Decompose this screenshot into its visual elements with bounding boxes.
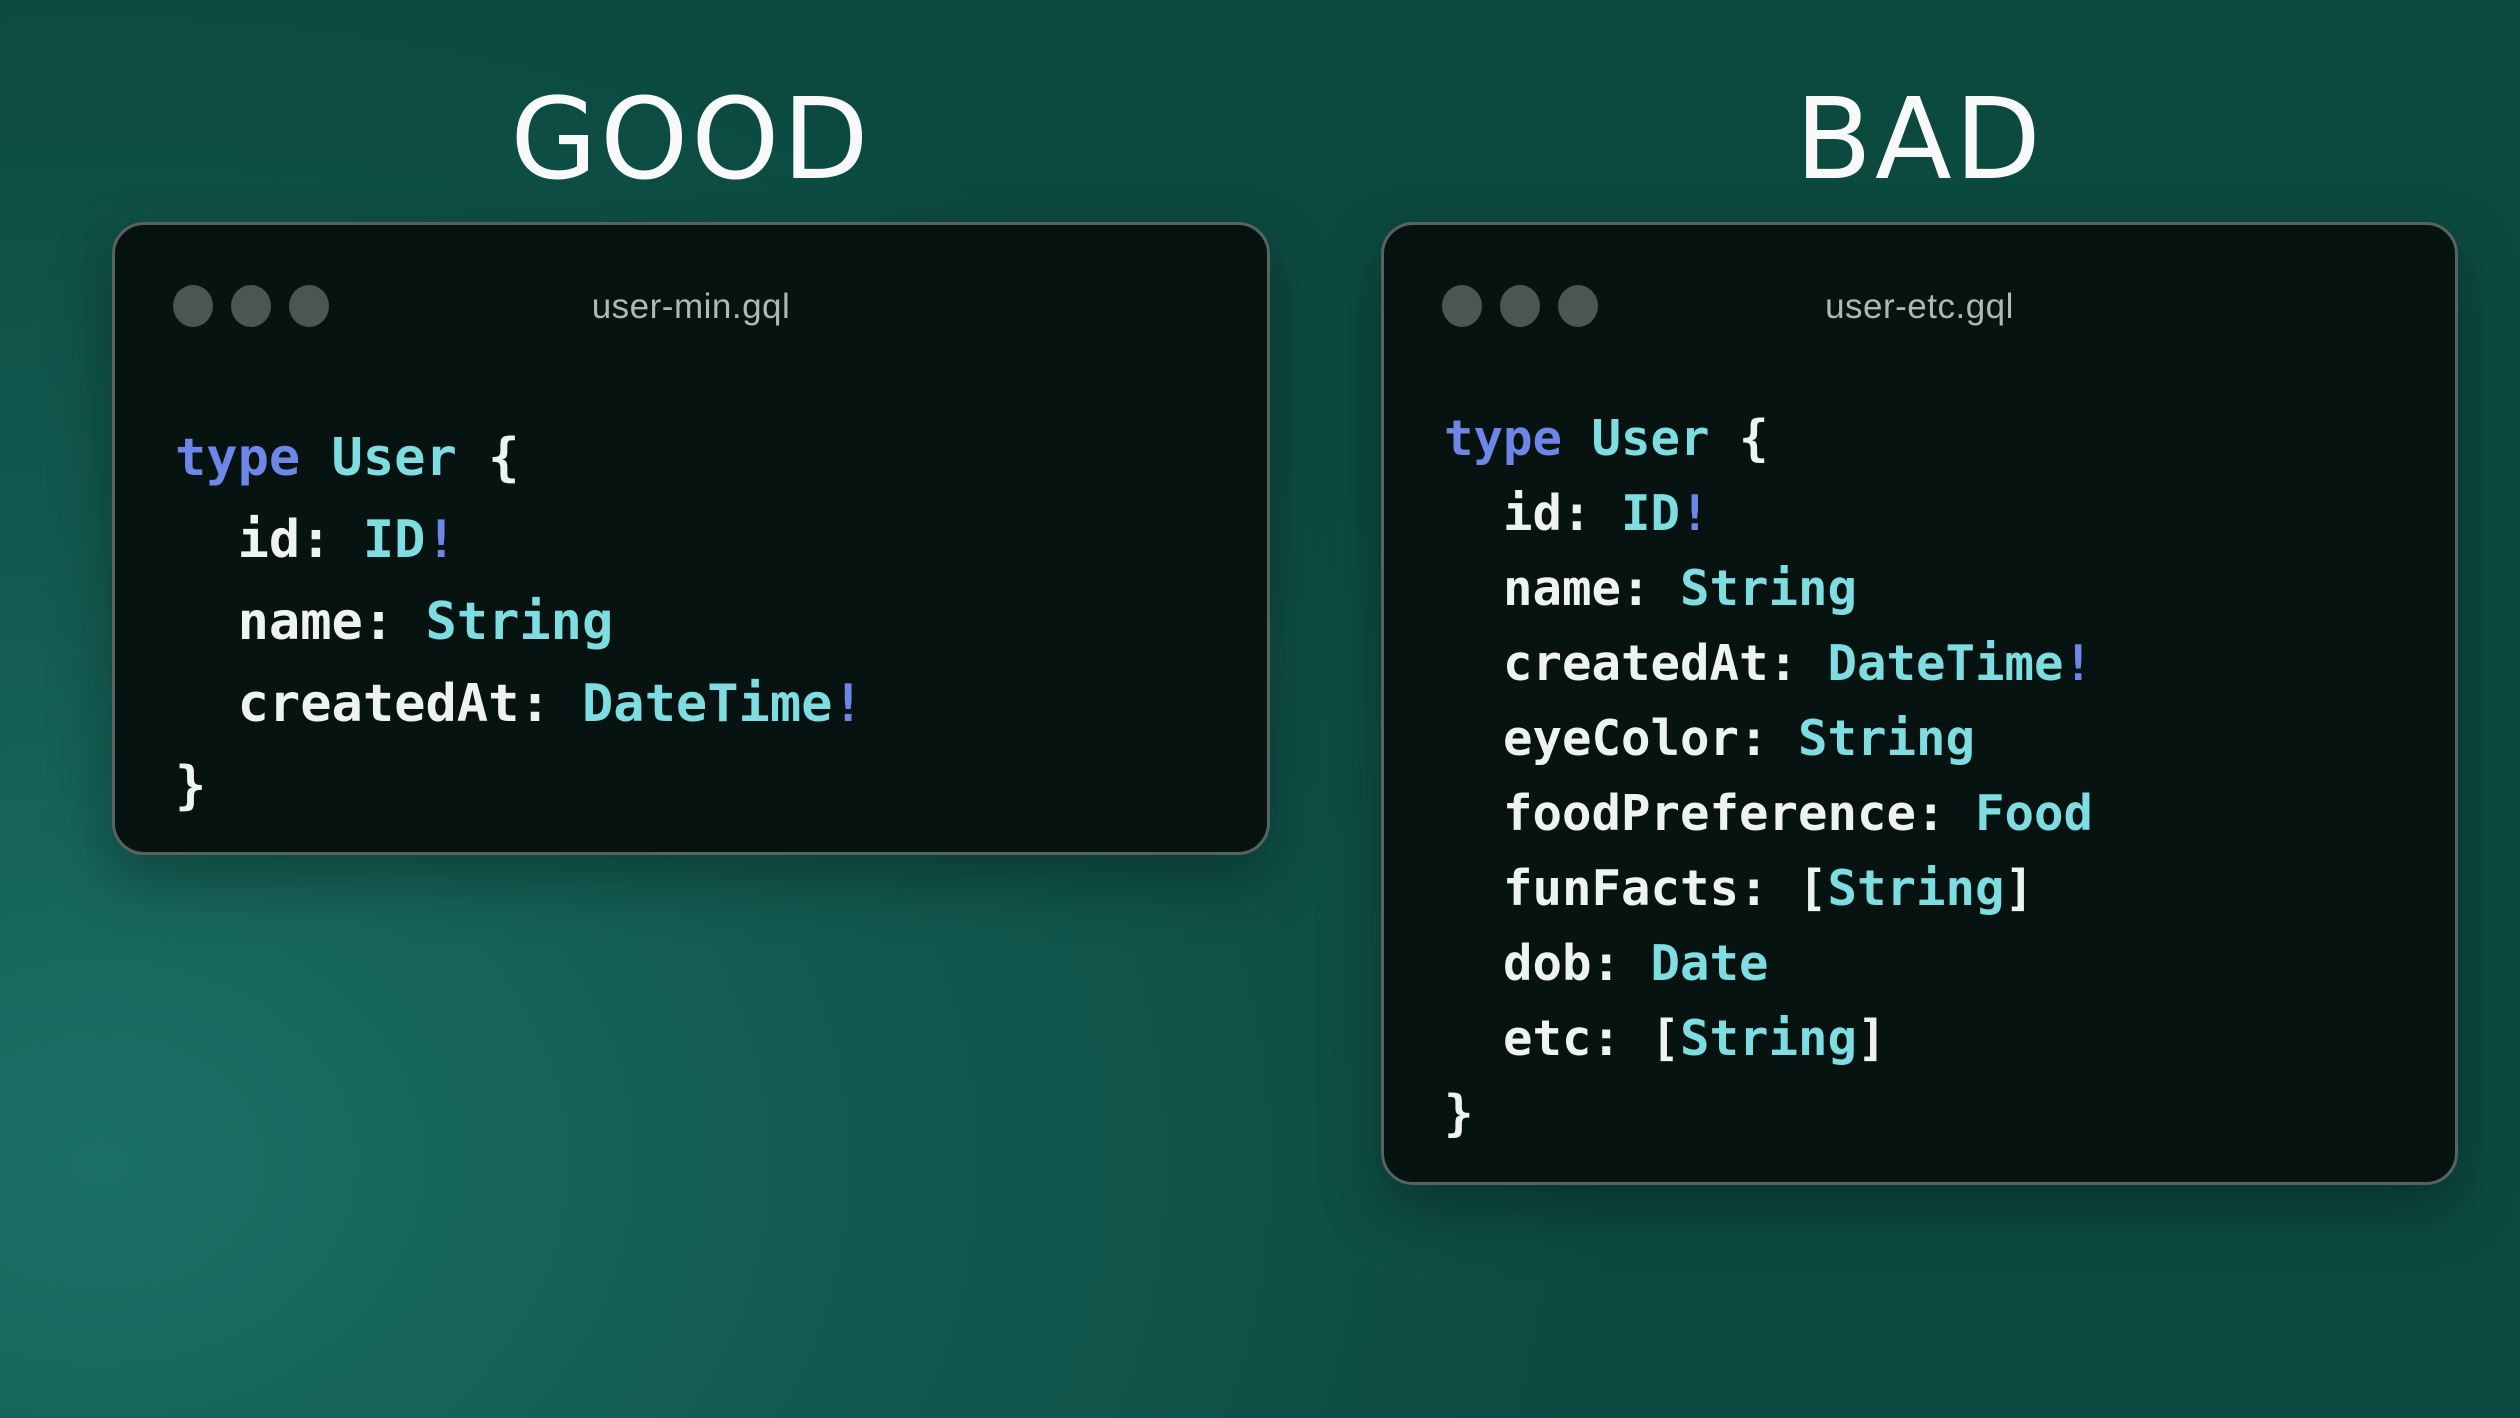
code-token-plain: name:: [1444, 560, 1681, 617]
window-controls: [173, 285, 329, 327]
code-token-plain: [300, 428, 331, 488]
code-token-plain: eyeColor:: [1444, 710, 1799, 767]
code-token-plain: etc: [: [1444, 1010, 1681, 1067]
code-token-plain: {: [456, 428, 520, 488]
code-line: id: ID!: [1444, 476, 2399, 551]
code-line: type User {: [1444, 401, 2399, 476]
code-line: dob: Date: [1444, 926, 2399, 1001]
code-line: etc: [String]: [1444, 1001, 2399, 1076]
code-token-keyword: type: [175, 428, 301, 488]
code-line: name: String: [175, 581, 1211, 663]
code-line: createdAt: DateTime!: [175, 663, 1211, 745]
code-token-plain: funFacts: [: [1444, 860, 1828, 917]
code-token-typename: User: [331, 428, 457, 488]
code-editor: type User { id: ID! name: String created…: [1384, 375, 2455, 1151]
window-control-dot-icon: [1500, 285, 1540, 327]
code-line: funFacts: [String]: [1444, 851, 2399, 926]
code-token-keyword: !: [2063, 635, 2094, 692]
code-token-keyword: !: [832, 674, 864, 734]
code-line: eyeColor: String: [1444, 701, 2399, 776]
code-token-typename: String: [1827, 860, 2005, 917]
code-token-typename: Food: [1975, 785, 2094, 842]
code-editor: type User { id: ID! name: String created…: [115, 375, 1267, 827]
code-line: }: [1444, 1076, 2399, 1151]
code-token-typename: User: [1591, 410, 1710, 467]
code-line: name: String: [1444, 551, 2399, 626]
verdict-heading-bad: BAD: [1795, 75, 2044, 205]
code-line: }: [175, 745, 1211, 827]
code-token-typename: Date: [1650, 935, 1769, 992]
code-token-plain: ]: [1857, 1010, 1887, 1067]
window-controls: [1442, 285, 1598, 327]
code-token-typename: String: [425, 592, 614, 652]
code-token-plain: }: [175, 756, 207, 816]
code-line: foodPreference: Food: [1444, 776, 2399, 851]
window-titlebar: user-min.gql: [115, 225, 1267, 375]
code-line: id: ID!: [175, 499, 1211, 581]
code-token-plain: createdAt:: [1444, 635, 1828, 692]
window-control-dot-icon: [231, 285, 271, 327]
code-token-plain: ]: [2004, 860, 2035, 917]
window-control-dot-icon: [1442, 285, 1482, 327]
window-control-dot-icon: [173, 285, 213, 327]
code-token-keyword: !: [425, 510, 457, 570]
window-title: user-etc.gql: [1825, 287, 2014, 326]
code-token-typename: String: [1680, 1010, 1858, 1067]
window-titlebar: user-etc.gql: [1384, 225, 2455, 375]
code-token-plain: id:: [175, 510, 363, 570]
code-line: type User {: [175, 417, 1211, 499]
code-token-typename: String: [1798, 710, 1976, 767]
code-line: createdAt: DateTime!: [1444, 626, 2399, 701]
code-token-plain: dob:: [1444, 935, 1651, 992]
code-token-typename: DateTime: [1827, 635, 2064, 692]
code-window-good: user-min.gql type User { id: ID! name: S…: [112, 222, 1270, 855]
code-window-bad: user-etc.gql type User { id: ID! name: S…: [1381, 222, 2458, 1185]
code-token-typename: String: [1680, 560, 1858, 617]
code-token-plain: createdAt:: [175, 674, 582, 734]
verdict-heading-good: GOOD: [510, 75, 872, 205]
code-token-typename: ID: [1621, 485, 1681, 542]
code-token-typename: ID: [362, 510, 426, 570]
code-token-plain: name:: [175, 592, 426, 652]
window-control-dot-icon: [289, 285, 329, 327]
code-token-keyword: type: [1444, 410, 1563, 467]
code-token-plain: foodPreference:: [1444, 785, 1976, 842]
code-token-typename: DateTime: [582, 674, 833, 734]
code-token-plain: }: [1444, 1085, 1474, 1142]
window-control-dot-icon: [1558, 285, 1598, 327]
window-title: user-min.gql: [591, 287, 791, 326]
code-token-plain: id:: [1444, 485, 1622, 542]
code-token-plain: [1562, 410, 1592, 467]
code-token-keyword: !: [1680, 485, 1710, 542]
code-token-plain: {: [1709, 410, 1769, 467]
